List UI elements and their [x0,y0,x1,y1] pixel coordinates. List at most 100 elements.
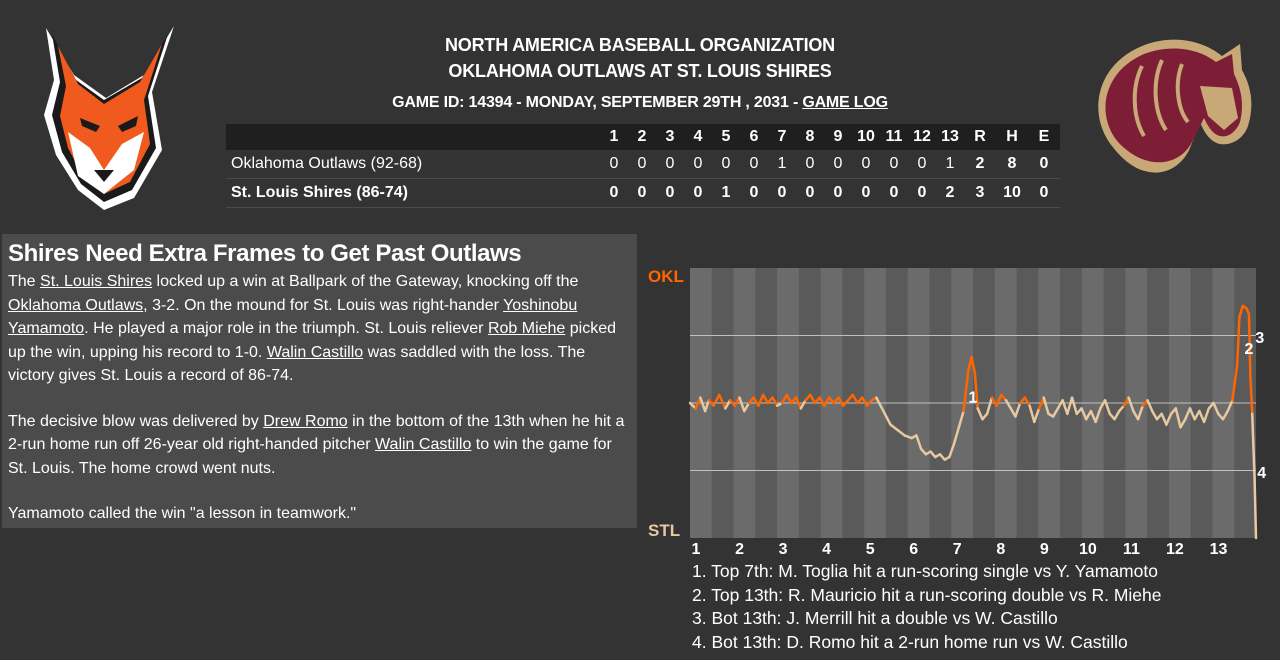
inning-score: 1 [768,150,796,179]
hits-total: 8 [996,150,1028,179]
event-marker: 1 [969,390,978,407]
player-link-yoshinobu-yamamoto[interactable]: Yoshinobu Yamamoto [8,296,578,338]
wp-line-segment [1179,417,1187,429]
matchup-title: OKLAHOMA OUTLAWS AT ST. LOUIS SHIRES [448,61,832,81]
wp-line-segment [1235,315,1241,367]
wp-line-segment [1061,399,1069,416]
wp-line-segment [724,399,732,410]
wp-line-segment [1150,409,1159,421]
chart-note: 2. Top 13th: R. Mauricio hit a run-scori… [692,584,1162,605]
wp-line-segment [712,393,721,407]
inning-score: 2 [936,178,964,208]
wp-line-segment [1113,409,1121,421]
inning-header: 8 [796,124,824,150]
wp-line-segment [889,423,899,432]
team-link-st-louis-shires[interactable]: St. Louis Shires [40,273,153,290]
wp-line-segment [761,393,770,405]
wp-line-segment [860,396,869,407]
wp-line-segment [1212,401,1220,416]
wp-line-segment [823,396,831,407]
inning-header: 11 [880,124,908,150]
linescore-header-row: 1 2 3 4 5 6 7 8 9 10 11 12 13 R H E [226,124,1060,150]
hits-total: 10 [996,178,1028,208]
wp-line-segment [851,393,859,405]
top-team-label: OKL [648,267,684,286]
inning-header: 12 [908,124,936,150]
text: . He played a major role in the triumph.… [84,320,488,337]
wp-line-segment [1202,407,1211,424]
text: The decisive blow was delivered by [8,412,264,430]
wp-line-segment [995,393,1003,407]
inning-score: 0 [628,178,656,208]
x-tick-label: 4 [822,541,831,558]
game-log-link[interactable]: GAME LOG [802,94,888,111]
wp-line-segment [973,372,979,410]
x-tick-label: 2 [735,541,744,558]
inning-score: 0 [852,150,880,179]
inning-score: 0 [740,178,768,208]
linescore-table: 1 2 3 4 5 6 7 8 9 10 11 12 13 R H E Okla… [226,124,1060,208]
wp-line-segment [1188,407,1196,421]
wp-line-segment [915,434,923,451]
inning-score: 0 [768,178,796,208]
wp-line-segment [799,399,807,410]
game-id-date: GAME ID: 14394 - MONDAY, SEPTEMBER 29TH … [392,94,803,111]
inning-score: 0 [740,150,768,179]
wp-line-segment [1247,312,1252,378]
inning-score: 0 [684,150,712,179]
text: picked up the win, upping his record to … [8,320,617,361]
wp-line-segment [1028,404,1036,424]
wp-line-segment [875,396,885,413]
inning-header: 9 [824,124,852,150]
wp-line-segment [1033,407,1041,424]
wp-line-segment [1004,399,1012,410]
bottom-team-label: STL [648,521,680,540]
player-link-walin-castillo[interactable]: Walin Castillo [266,343,364,361]
wp-line-segment [896,428,906,437]
player-link-walin-castillo[interactable]: Walin Castillo [375,436,472,453]
player-link-rob-miehe[interactable]: Rob Miehe [487,320,566,337]
inning-score: 0 [880,150,908,179]
wp-line-segment [699,396,707,413]
inning-score: 0 [880,178,908,208]
wp-line-segment [1226,399,1234,413]
wp-line-segment [1249,374,1254,416]
inning-header: 7 [768,124,796,150]
wp-line-segment [882,409,892,426]
wp-line-segment [990,396,998,407]
text: locked up a win at Ballpark of the Gatew… [152,273,579,290]
wp-line-segment [818,396,826,407]
horse-logo [1098,39,1252,173]
team-name: Oklahoma Outlaws (92-68) [226,150,600,179]
fox-icon [44,26,174,210]
x-tick-label: 5 [866,541,875,558]
inning-score: 0 [796,150,824,179]
wp-line-segment [1066,396,1074,416]
wp-line-segment [1253,477,1258,540]
wp-line-segment [1084,409,1093,421]
article-paragraph: Yamamoto called the win "a lesson in tea… [8,505,357,522]
wp-line-segment [757,393,765,407]
event-marker: 3 [1255,330,1264,347]
article-headline: Shires Need Extra Frames to Get Past Out… [8,240,522,267]
wp-line-segment [1198,409,1206,424]
wp-line-segment [985,396,994,416]
wp-line-segment [780,393,788,405]
wp-line-segment [694,396,702,410]
team-link-oklahoma-outlaws[interactable]: Oklahoma Outlaws [8,296,144,314]
player-link-drew-romo[interactable]: Drew Romo [263,412,348,430]
hits-header: H [996,124,1028,150]
x-tick-label: 3 [779,541,788,558]
wp-line-segment [785,393,793,405]
wp-line-segment [1023,396,1031,407]
inning-score: 1 [712,178,740,208]
inning-score: 1 [936,150,964,179]
x-tick-label: 10 [1079,541,1097,558]
chart-notes: 1. Top 7th: M. Toglia hit a run-scoring … [692,560,1162,654]
wp-line-segment [837,396,845,407]
wp-line-segment [1127,396,1135,413]
game-recap-article: Shires Need Extra Frames to Get Past Out… [2,234,637,528]
runs-total: 3 [964,178,996,208]
inning-header: 6 [740,124,768,150]
wp-line-segment [1250,412,1256,480]
